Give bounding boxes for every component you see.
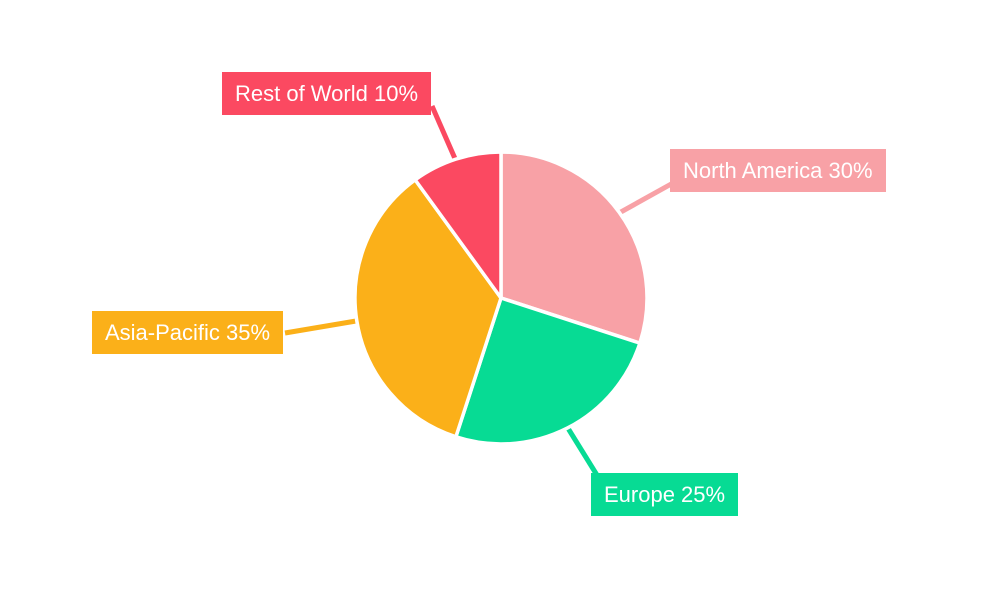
pie-label-north-america[interactable]: North America 30% [670,149,886,192]
pie-label-asia-pacific[interactable]: Asia-Pacific 35% [92,311,284,354]
leader-line-rest-of-world [429,104,461,166]
pie-slice-europe[interactable] [454,296,642,446]
pie-label-rest-of-world[interactable]: Rest of World 10% [222,72,432,115]
pie-slice-rest-of-world[interactable] [413,150,503,300]
pie-slice-north-america[interactable] [499,150,649,345]
leader-line-asia-pacific [284,317,364,336]
leader-line-europe [562,421,603,482]
pie-label-europe[interactable]: Europe 25% [591,473,739,516]
pie-slice-asia-pacific[interactable] [353,178,503,439]
